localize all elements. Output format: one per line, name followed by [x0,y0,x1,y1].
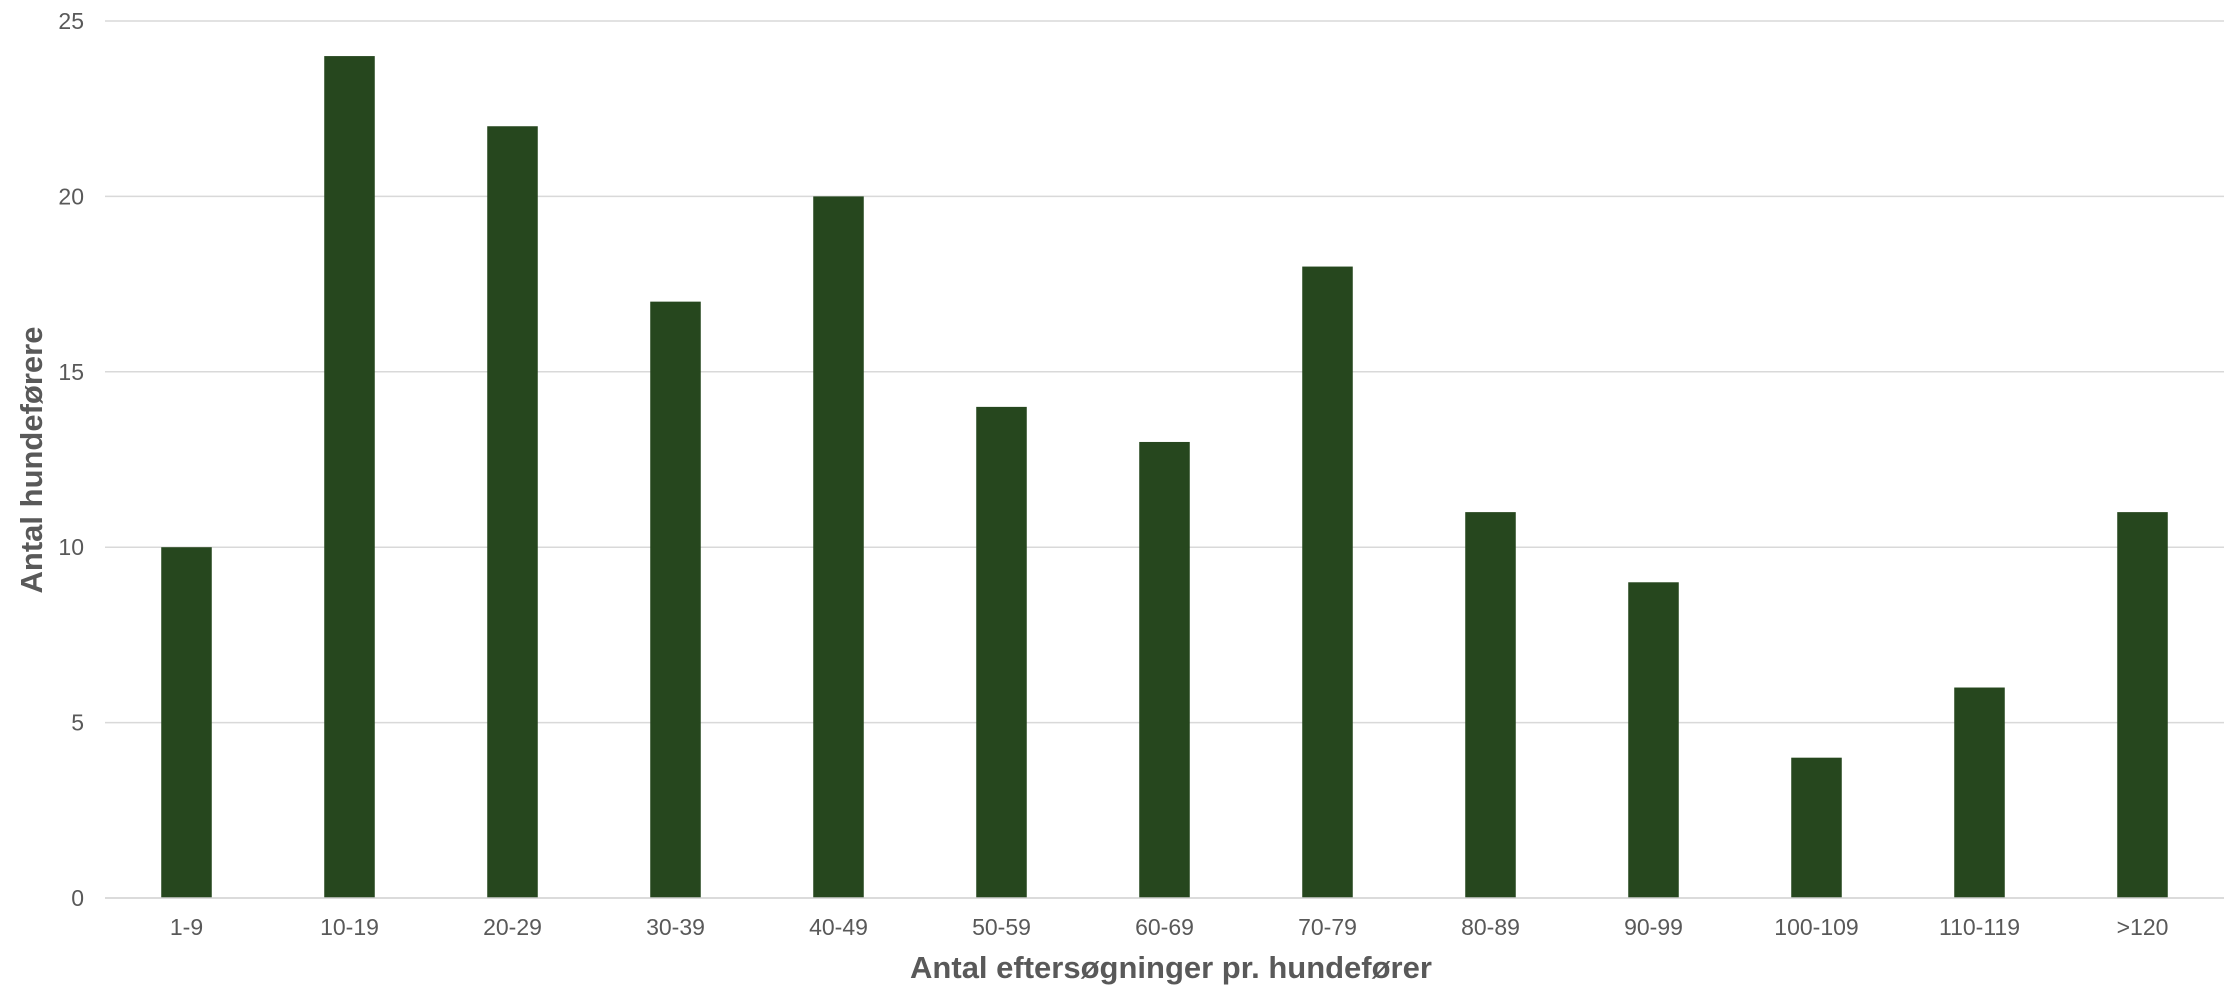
y-tick-label: 20 [58,183,84,209]
y-tick-label: 25 [58,8,84,34]
x-tick-label: 60-69 [1135,914,1194,940]
bar-100-109 [1791,757,1842,898]
x-tick-label: 110-119 [1939,914,2020,940]
x-tick-label: 20-29 [483,914,542,940]
y-tick-label: 15 [58,359,84,385]
x-axis-title: Antal eftersøgninger pr. hundefører [910,950,1432,985]
y-tick-label: 10 [58,534,84,560]
y-tick-label: 5 [71,710,84,736]
bar->120 [2117,512,2168,898]
x-tick-label: 80-89 [1461,914,1520,940]
bar-40-49 [813,196,864,898]
x-axis-tick-labels: 1-9 10-19 20-29 30-39 40-49 50-59 60-69 70-79 80… [170,914,2169,940]
x-tick-label: 50-59 [972,914,1031,940]
x-tick-label: 40-49 [809,914,868,940]
bar-50-59 [976,406,1027,898]
x-tick-label: 90-99 [1624,914,1683,940]
bar-30-39 [650,301,701,898]
bar-90-99 [1628,582,1679,898]
bar-20-29 [487,126,538,899]
y-axis-title: Antal hundeførere [14,327,49,594]
x-tick-label: 1-9 [170,914,203,940]
gridlines [105,20,2224,724]
y-tick-label: 0 [71,885,84,911]
bar-1-9 [161,547,212,898]
bar-80-89 [1465,512,1516,898]
y-axis-tick-labels: 0 5 10 15 20 25 [58,8,84,911]
x-tick-label: 10-19 [320,914,379,940]
x-tick-label: >120 [2117,914,2169,940]
bar-10-19 [324,56,375,898]
bar-110-119 [1954,687,2005,898]
bar-60-69 [1139,441,1190,898]
x-tick-label: 70-79 [1298,914,1357,940]
x-tick-label: 30-39 [646,914,705,940]
bars [161,56,2168,899]
x-tick-label: 100-109 [1774,914,1858,940]
bar-70-79 [1302,266,1353,898]
